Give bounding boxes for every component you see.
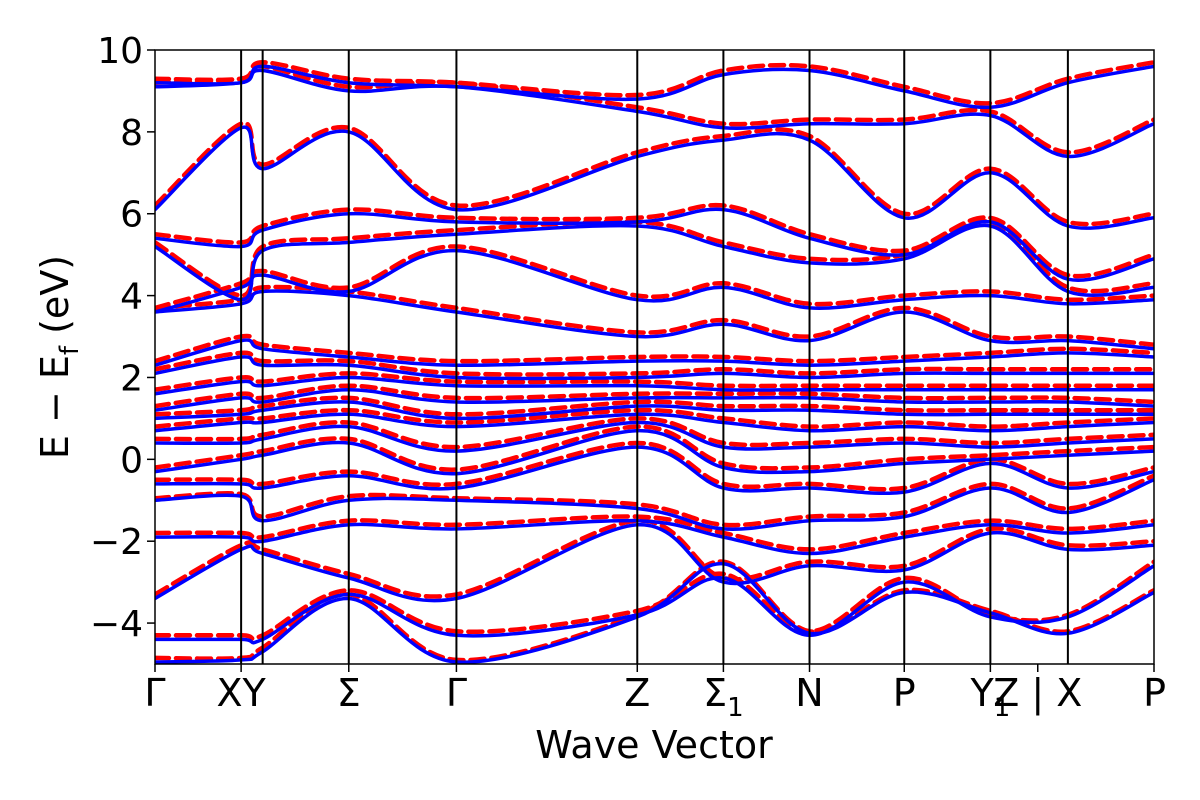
y-tick-label-6: 8 [120,113,143,154]
y-axis-ticks: −4 −2 0 2 4 6 8 10 [90,31,155,645]
x-axis-ticks: Γ XY Σ Γ Z Σ1 N P Y1Z | X P [144,664,1166,723]
y-tick-label-1: −2 [90,522,143,563]
plot-frame [154,49,1155,665]
x-tick-label-1: XY [216,671,266,715]
x-tick-label-7: P [893,671,916,715]
x-tick-label-5: Σ1 [703,671,744,723]
solid-band-16 [155,223,1154,302]
y-tick-label-4: 4 [120,277,143,318]
y-axis-title: E − Ef (eV) [33,255,85,459]
dashed-band-18 [155,120,1154,227]
dashed-band-15 [155,244,1154,311]
solid-band-6 [155,428,1154,476]
y-axis-title-sub: f [55,345,85,355]
x-axis-title: Wave Vector [535,723,773,767]
y-tick-label-5: 6 [120,195,143,236]
x-tick-label-0: Γ [144,671,165,715]
x-tick-label-3: Γ [446,671,467,715]
x-tick-label-9: Z | X [993,671,1082,716]
y-tick-label-0: −4 [90,604,143,645]
x-tick-label-8: Y1 [969,671,1010,723]
y-axis-title-unit: (eV) [33,255,77,346]
x-tick-label-10: P [1143,671,1166,715]
y-tick-label-3: 2 [120,358,143,399]
y-tick-label-2: 0 [120,440,143,481]
y-axis-title-main: E − E [33,355,77,459]
x-tick-label-4: Z [624,671,650,715]
x-tick-label-2: Σ [337,671,361,715]
y-tick-label-7: 10 [97,31,143,72]
dashed-band-1 [155,559,1154,641]
x-tick-label-6: N [795,671,823,715]
band-lines [155,60,1154,664]
high-symmetry-lines [240,50,1069,664]
